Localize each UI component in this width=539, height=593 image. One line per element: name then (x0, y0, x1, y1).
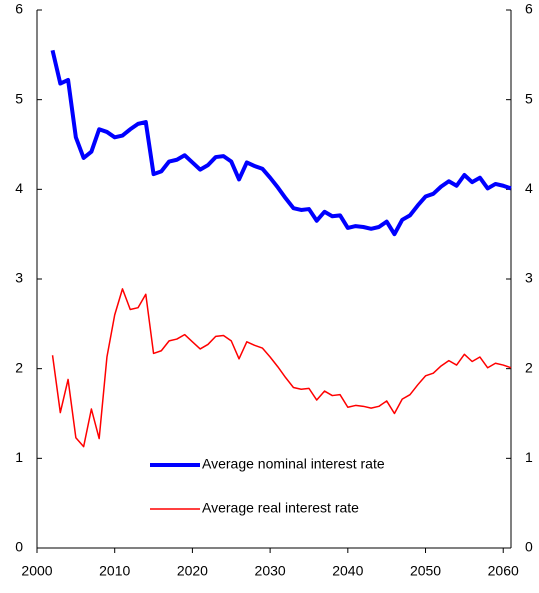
x-tick-label: 2060 (488, 563, 519, 579)
line-series (51, 288, 512, 448)
y2-tick-label: 1 (525, 449, 533, 465)
y2-tick-label: 3 (525, 270, 533, 286)
legend-label: Average nominal interest rate (202, 456, 385, 472)
x-tick-label: 2050 (410, 563, 441, 579)
y-tick-label: 6 (15, 1, 23, 17)
y-tick-label: 3 (15, 270, 23, 286)
y-tick-label: 2 (15, 359, 23, 375)
x-tick-label: 2040 (332, 563, 363, 579)
y2-tick-label: 0 (525, 539, 533, 555)
y2-tick-label: 6 (525, 1, 533, 17)
x-tick-label: 2000 (21, 563, 52, 579)
x-tick-label: 2030 (255, 563, 286, 579)
legend-label: Average real interest rate (202, 500, 359, 516)
y-tick-label: 4 (15, 180, 23, 196)
x-tick-label: 2020 (177, 563, 208, 579)
y2-tick-label: 4 (525, 180, 533, 196)
y-tick-label: 0 (15, 539, 23, 555)
y2-tick-label: 5 (525, 90, 533, 106)
y-tick-label: 1 (15, 449, 23, 465)
x-tick-label: 2010 (99, 563, 130, 579)
line-series (50, 49, 512, 237)
y-tick-label: 5 (15, 90, 23, 106)
y2-tick-label: 2 (525, 359, 533, 375)
